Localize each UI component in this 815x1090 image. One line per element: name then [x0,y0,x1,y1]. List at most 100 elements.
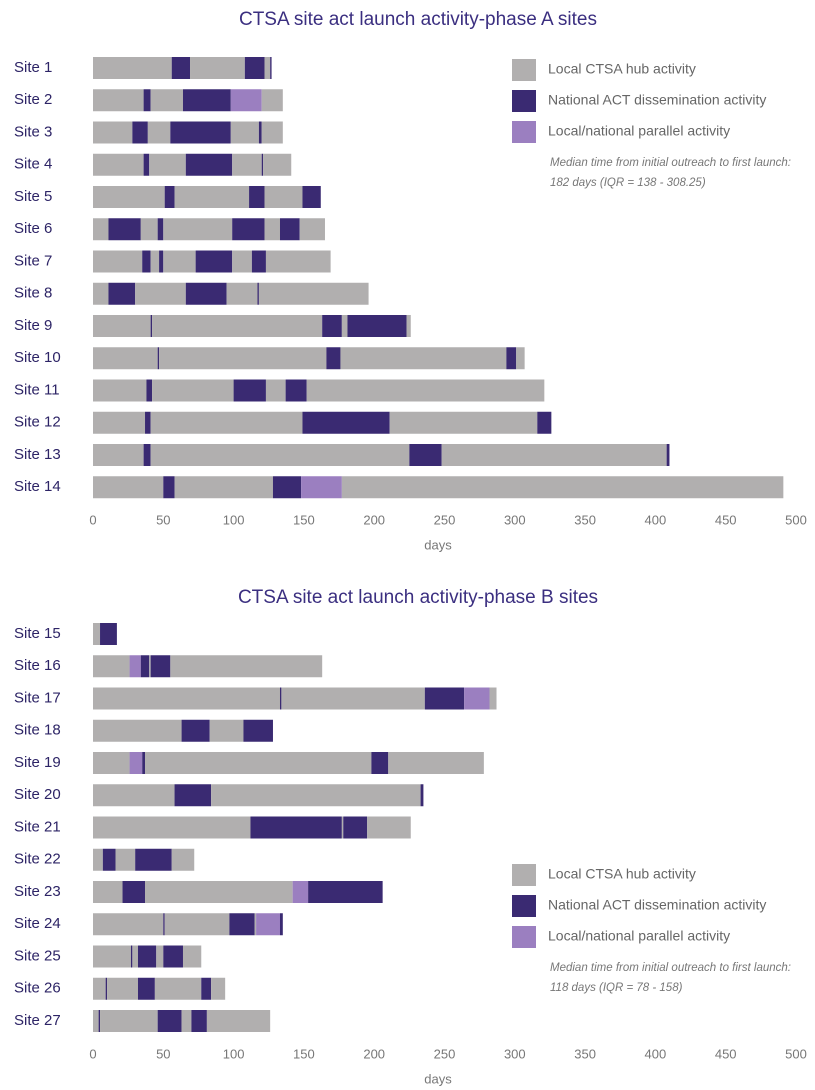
legend-label: Local CTSA hub activity [548,61,696,77]
segment [93,250,143,273]
segment [137,945,157,968]
segment [229,913,255,936]
segment [279,218,300,241]
segment [265,379,286,402]
segment [666,444,670,466]
segment [93,784,175,807]
segment [211,977,226,1000]
segment [211,784,421,807]
segment [185,153,233,176]
site-label: Site 5 [14,188,52,205]
legend-swatch [512,90,536,112]
segment [100,1010,158,1032]
segment [306,379,545,402]
segment [233,379,266,402]
segment [174,476,273,499]
segment [157,218,164,241]
segment [281,687,425,710]
segment [264,186,303,208]
segment [163,218,233,241]
segment [143,444,151,466]
legend-swatch [512,59,536,81]
site-label: Site 10 [14,349,61,366]
segment [257,282,259,305]
segment [251,250,266,273]
x-axis-label: days [424,1071,452,1086]
site-label: Site 8 [14,285,52,302]
segment [115,848,136,871]
segment [150,89,183,112]
segment [93,315,151,337]
segment [195,250,233,273]
segment [163,476,175,499]
legend-swatch [512,864,536,886]
segment [93,719,182,742]
site-label: Site 7 [14,252,52,269]
segment [254,913,257,936]
segment [137,977,155,1000]
x-tick-label: 50 [156,1046,170,1061]
x-tick-label: 400 [645,1046,667,1061]
segment [152,379,234,402]
legend-label: Local CTSA hub activity [548,866,696,882]
site-label: Site 13 [14,446,61,463]
segment [299,218,325,241]
segment [140,218,158,241]
segment [232,250,252,273]
segment [263,153,292,176]
segment [367,816,411,839]
segment [424,687,465,710]
segment [170,121,231,144]
segment [232,218,265,241]
site-label: Site 24 [14,915,61,932]
site-label: Site 1 [14,59,52,76]
x-tick-label: 250 [434,1046,456,1061]
segment [146,379,153,402]
annotation: 118 days (IQR = 78 - 158) [550,982,683,994]
segment [108,218,141,241]
segment [261,121,283,144]
annotation: Median time from initial outreach to fir… [550,157,791,169]
segment [93,945,131,968]
segment [302,186,321,208]
segment [122,881,146,903]
segment [285,379,307,402]
segment [143,89,151,112]
site-label: Site 19 [14,754,61,771]
segment [164,913,230,936]
x-tick-label: 0 [89,1046,96,1061]
segment [156,945,164,968]
segment [135,282,186,305]
segment [93,476,164,499]
segment [174,784,212,807]
segment [171,57,191,79]
segment [152,315,323,337]
x-tick-label: 100 [223,512,245,527]
segment [258,282,369,305]
legend-swatch [512,926,536,948]
site-label: Site 18 [14,722,61,739]
segment [249,186,265,208]
segment [143,153,150,176]
legend-label: National ACT dissemination activity [548,897,766,913]
segment [93,444,144,466]
segment [142,250,151,273]
segment [159,250,164,273]
segment [537,411,552,434]
segment [93,379,147,402]
segment [93,913,164,936]
x-tick-label: 450 [715,512,737,527]
segment [147,121,171,144]
site-label: Site 23 [14,883,61,900]
annotation: 182 days (IQR = 138 - 308.25) [550,177,706,189]
segment [163,250,196,273]
site-label: Site 16 [14,657,61,674]
segment [270,57,272,79]
x-tick-label: 500 [785,1046,807,1061]
segment [409,444,442,466]
segment [209,719,244,742]
x-tick-label: 150 [293,512,315,527]
site-label: Site 9 [14,317,52,334]
legend-swatch [512,895,536,917]
segment [129,655,141,678]
